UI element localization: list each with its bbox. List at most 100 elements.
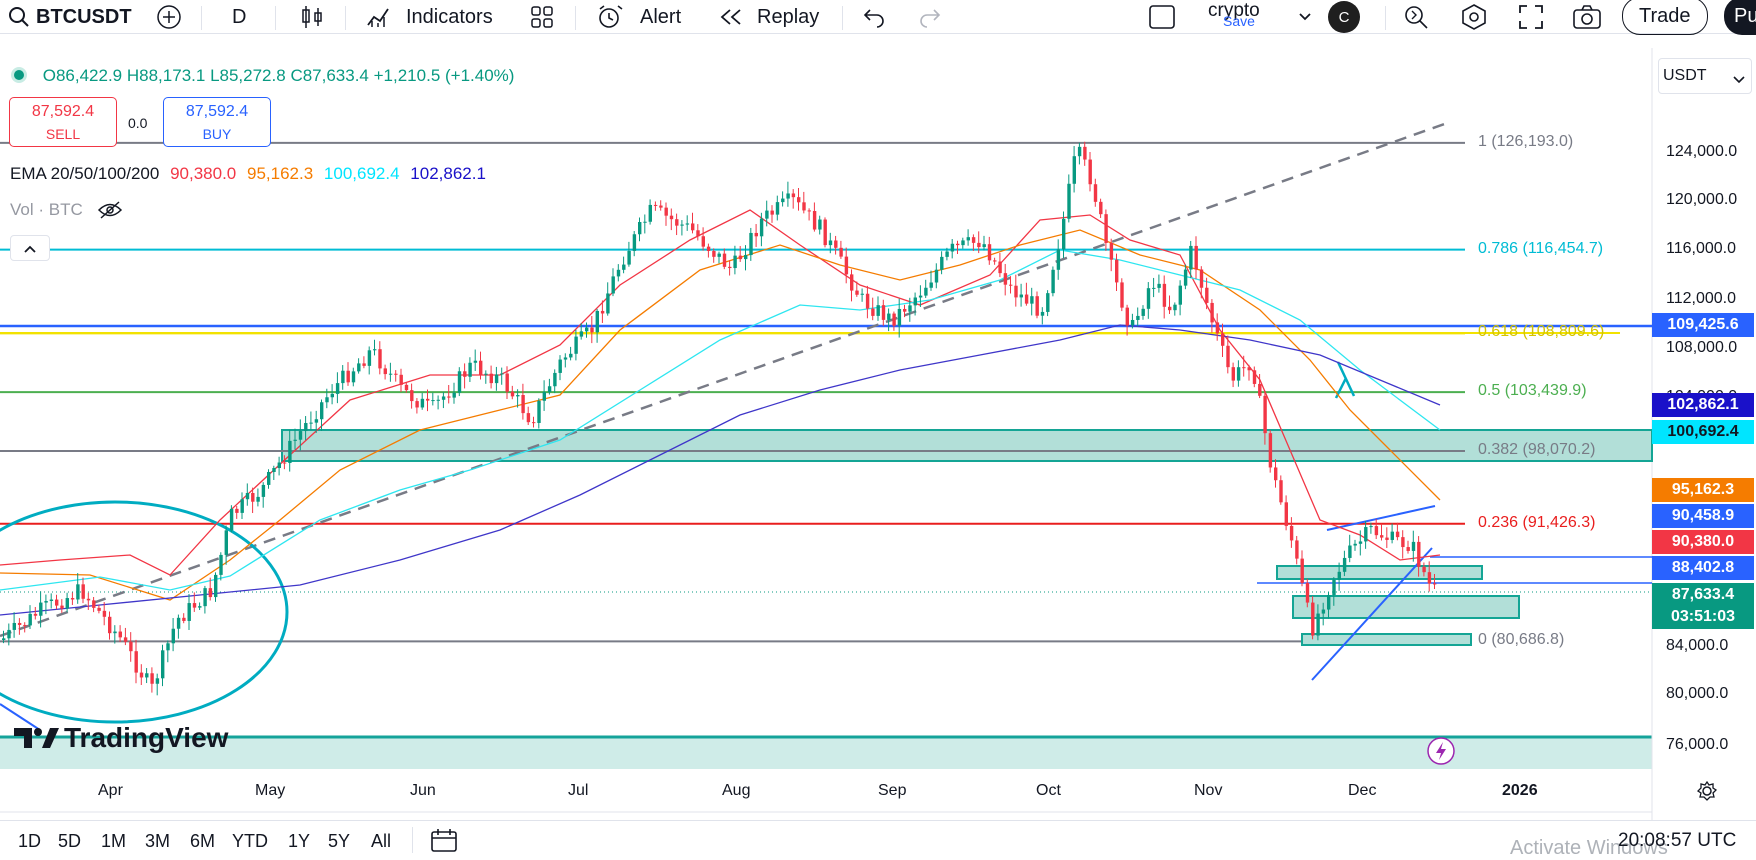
- candle-body: [129, 641, 133, 652]
- candle-body: [781, 198, 785, 203]
- indicators-icon[interactable]: [366, 0, 394, 34]
- camera-icon[interactable]: [1572, 0, 1602, 34]
- candle-body: [277, 462, 281, 469]
- candle-body: [887, 313, 891, 320]
- candle-body: [235, 508, 239, 513]
- candle-body: [161, 650, 165, 679]
- candle-body: [1024, 294, 1029, 304]
- undo-icon[interactable]: [862, 0, 886, 34]
- replay-button[interactable]: Replay: [757, 5, 820, 28]
- candle-body: [1385, 537, 1389, 540]
- redo-icon[interactable]: [918, 0, 942, 34]
- fib-level-label: 1 (126,193.0): [1478, 132, 1574, 150]
- time-axis-label: Dec: [1348, 782, 1377, 799]
- eye-hidden-icon[interactable]: [97, 201, 123, 224]
- search-icon[interactable]: [8, 0, 30, 34]
- range-button-5y[interactable]: 5Y: [328, 831, 351, 851]
- candle-body: [982, 244, 986, 248]
- range-button-6m[interactable]: 6M: [190, 831, 216, 851]
- range-button-ytd[interactable]: YTD: [232, 831, 268, 851]
- candle-body: [971, 237, 976, 243]
- candle-body: [1226, 345, 1230, 368]
- price-axis-tag: 90,380.0: [1652, 530, 1754, 554]
- settings-hexagon-icon[interactable]: [1460, 0, 1488, 34]
- candle-body: [1104, 214, 1108, 243]
- price-axis-tag: 102,862.1: [1652, 393, 1754, 417]
- fullscreen-icon[interactable]: [1518, 0, 1544, 34]
- volume-legend[interactable]: Vol · BTC: [10, 200, 123, 224]
- interval-button[interactable]: D: [232, 5, 247, 28]
- alert-clock-icon[interactable]: [596, 0, 624, 34]
- bottom-zone: [0, 737, 1652, 769]
- range-button-5d[interactable]: 5D: [58, 831, 82, 851]
- currency-select[interactable]: USDT: [1658, 58, 1752, 94]
- sell-button[interactable]: 87,592.4 SELL: [9, 97, 117, 147]
- range-button-1y[interactable]: 1Y: [288, 831, 311, 851]
- range-button-1d[interactable]: 1D: [18, 831, 42, 851]
- candle-body: [489, 373, 493, 384]
- publish-button[interactable]: Pu: [1724, 0, 1756, 35]
- candle-body: [463, 371, 467, 377]
- candle-body: [1062, 218, 1066, 250]
- candle-body: [1406, 547, 1410, 551]
- candle-body: [500, 373, 504, 375]
- candle-body: [1274, 467, 1278, 481]
- candle-body: [351, 371, 356, 383]
- layout-square-icon[interactable]: [1148, 0, 1176, 34]
- candle-body: [1146, 288, 1151, 309]
- candle-body: [219, 554, 223, 575]
- range-button-all[interactable]: All: [371, 831, 392, 851]
- avatar[interactable]: C: [1328, 1, 1360, 33]
- candle-body: [1030, 296, 1034, 304]
- lightning-event-icon[interactable]: [1426, 736, 1456, 771]
- candle-body: [1337, 571, 1341, 580]
- alert-button[interactable]: Alert: [640, 5, 682, 28]
- candle-body: [452, 392, 456, 398]
- candle-body: [1231, 367, 1235, 381]
- candles-chart-type-icon[interactable]: [300, 0, 324, 34]
- ema-legend[interactable]: EMA 20/50/100/200 90,380.0 95,162.3 100,…: [10, 164, 486, 184]
- layout-name[interactable]: crypto: [1208, 0, 1260, 21]
- calendar-goto-icon[interactable]: [430, 827, 460, 858]
- candle-body: [102, 610, 107, 617]
- collapse-legend-button[interactable]: [10, 235, 50, 261]
- dashed-trendline: [0, 120, 1451, 638]
- candle-body: [818, 219, 822, 230]
- demand-zone: [281, 429, 1653, 462]
- fib-level-label: 0.5 (103,439.9): [1478, 382, 1587, 400]
- candle-body: [950, 243, 955, 252]
- candle-body: [1088, 159, 1092, 185]
- candle-body: [282, 462, 287, 464]
- range-button-3m[interactable]: 3M: [145, 831, 171, 851]
- candle-body: [325, 397, 329, 403]
- quick-search-icon[interactable]: [1402, 0, 1430, 34]
- tradingview-logo[interactable]: TradingView: [12, 722, 228, 754]
- candle-body: [1295, 540, 1299, 559]
- candle-body: [680, 224, 684, 226]
- candle-body: [245, 492, 250, 500]
- indicators-button[interactable]: Indicators: [406, 5, 493, 28]
- candle-body: [182, 617, 186, 621]
- candle-body: [918, 295, 923, 298]
- candle-body: [744, 255, 748, 260]
- candle-body: [717, 253, 721, 257]
- candle-body: [759, 218, 764, 237]
- candle-body: [1358, 541, 1363, 544]
- range-button-1m[interactable]: 1M: [101, 831, 127, 851]
- candle-body: [738, 255, 743, 260]
- chevron-down-icon[interactable]: [1298, 0, 1312, 34]
- utc-clock[interactable]: 20:08:57 UTC: [1618, 830, 1737, 851]
- candle-body: [457, 371, 462, 393]
- layout-save-status[interactable]: Save: [1223, 13, 1255, 29]
- symbol-name[interactable]: BTCUSDT: [36, 5, 132, 28]
- compare-add-icon[interactable]: [156, 0, 182, 34]
- replay-icon[interactable]: [718, 0, 744, 34]
- candle-body: [113, 631, 117, 634]
- templates-grid-icon[interactable]: [530, 0, 554, 34]
- candle-body: [1236, 367, 1241, 381]
- axis-settings-icon[interactable]: [1696, 780, 1718, 807]
- candle-body: [855, 290, 859, 295]
- trade-button[interactable]: Trade: [1622, 0, 1708, 35]
- buy-button[interactable]: 87,592.4 BUY: [163, 97, 271, 147]
